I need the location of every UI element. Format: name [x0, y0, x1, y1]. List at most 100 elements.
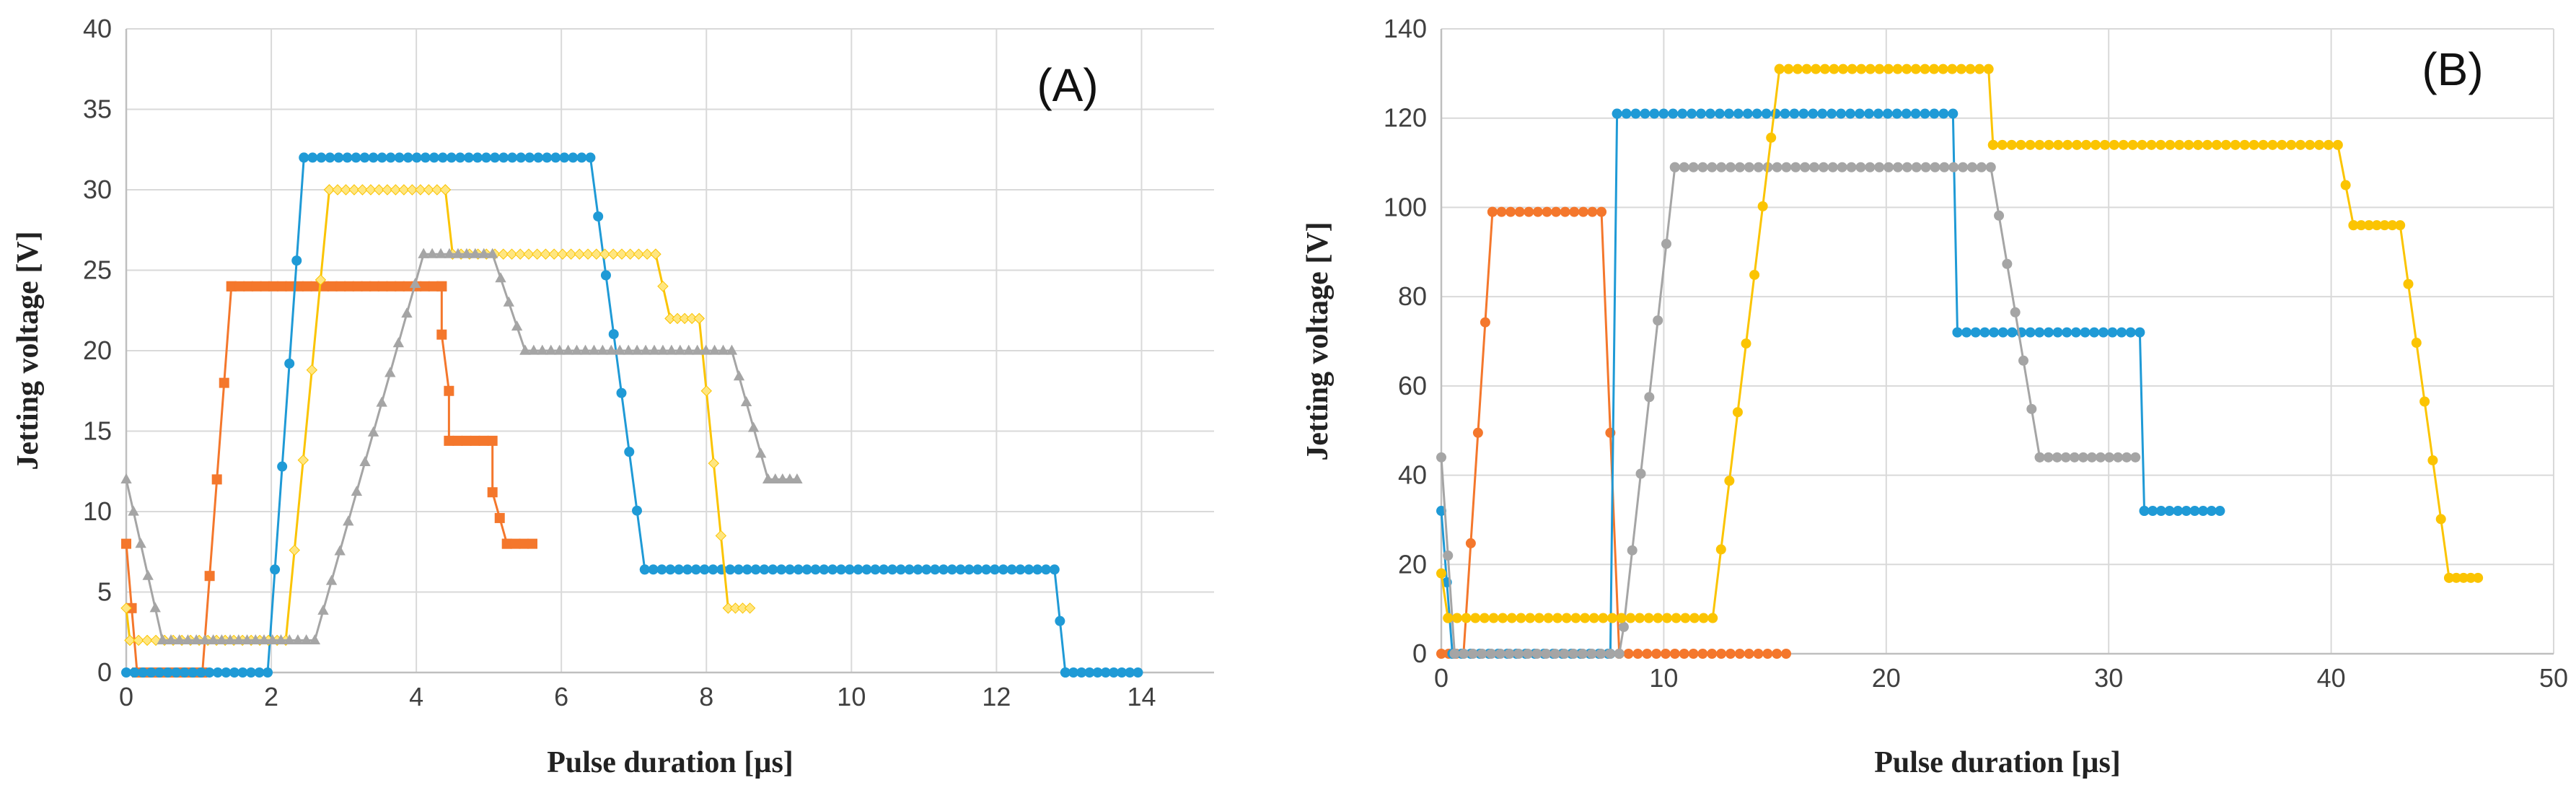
data-point [195, 667, 206, 678]
data-point [2305, 139, 2316, 150]
data-point [2348, 220, 2359, 231]
data-point [1948, 162, 1959, 172]
data-point [386, 281, 397, 292]
data-point [750, 564, 761, 575]
data-point [608, 329, 619, 340]
panel-label: (B) [2422, 43, 2483, 95]
data-point [1125, 667, 1135, 678]
data-point [1024, 564, 1034, 575]
data-point [2034, 452, 2045, 463]
data-point [1487, 206, 1498, 217]
data-point [540, 248, 552, 260]
data-point [614, 344, 625, 355]
data-point [1643, 613, 1654, 623]
data-point [141, 634, 153, 647]
data-point [2139, 506, 2150, 517]
data-point [2043, 327, 2054, 338]
data-point [423, 184, 435, 196]
data-point [1974, 63, 1985, 74]
data-point [300, 634, 312, 644]
data-point [419, 281, 430, 292]
data-point [616, 248, 628, 260]
data-point [682, 564, 693, 575]
data-point [1938, 63, 1948, 74]
series-line-blue [126, 156, 1138, 674]
data-point [2034, 327, 2045, 338]
data-point [2026, 403, 2037, 414]
data-point [1625, 613, 1636, 623]
data-point [348, 184, 360, 196]
data-point [1669, 649, 1680, 659]
x-tick-label: 40 [2317, 663, 2346, 693]
data-point [641, 248, 653, 260]
data-point [403, 281, 413, 292]
data-point [1938, 108, 1949, 119]
data-point [1541, 649, 1552, 659]
data-point [801, 564, 812, 575]
data-point [437, 152, 448, 163]
data-point [267, 634, 278, 644]
data-point [1040, 564, 1051, 575]
data-point [216, 634, 228, 644]
data-point [827, 564, 838, 575]
data-point [537, 344, 548, 355]
data-point [403, 152, 413, 163]
data-point [188, 667, 198, 678]
data-point [1461, 613, 1472, 623]
series-blue [1436, 108, 2225, 659]
data-point [1649, 108, 1660, 119]
data-point [514, 248, 526, 260]
data-point [523, 248, 535, 260]
data-point [1588, 613, 1599, 623]
data-point [650, 248, 661, 260]
data-point [1477, 649, 1487, 659]
data-point [1724, 476, 1735, 486]
data-point [1133, 667, 1143, 678]
data-point [844, 564, 855, 575]
data-point [2072, 139, 2083, 150]
data-point [376, 396, 387, 407]
data-point [2473, 572, 2484, 583]
data-point [1605, 649, 1616, 659]
data-point [157, 634, 168, 644]
data-point [369, 281, 380, 292]
data-point [1801, 63, 1812, 74]
panel-label: (A) [1037, 59, 1098, 111]
data-point [2239, 139, 2250, 150]
data-point [1762, 649, 1773, 659]
data-point [1060, 667, 1071, 678]
data-point [579, 344, 592, 355]
data-point [1829, 63, 1839, 74]
data-point [737, 603, 749, 614]
data-point [1635, 613, 1645, 623]
data-point [179, 667, 190, 678]
data-point [597, 344, 609, 355]
data-point [632, 505, 643, 516]
data-point [930, 564, 941, 575]
data-point [1939, 162, 1950, 172]
data-point [1707, 649, 1718, 659]
data-point [2155, 506, 2166, 517]
data-point [770, 473, 781, 483]
data-point [740, 395, 752, 406]
data-point [1055, 615, 1065, 626]
data-point [1970, 327, 1981, 338]
data-point [573, 248, 586, 260]
data-point [221, 667, 232, 678]
data-point [2116, 327, 2127, 338]
data-point [576, 152, 587, 163]
x-tick-label: 0 [119, 682, 133, 711]
data-point [2034, 139, 2045, 150]
data-point [2466, 572, 2476, 583]
data-point [623, 344, 634, 355]
data-point [428, 281, 439, 292]
data-point [559, 152, 570, 163]
data-point [1651, 649, 1662, 659]
data-point [1751, 108, 1762, 119]
data-point [1436, 452, 1446, 463]
data-point [494, 512, 505, 523]
data-point [1100, 667, 1111, 678]
data-point [819, 564, 830, 575]
data-point [1714, 108, 1725, 119]
data-point [649, 344, 660, 355]
